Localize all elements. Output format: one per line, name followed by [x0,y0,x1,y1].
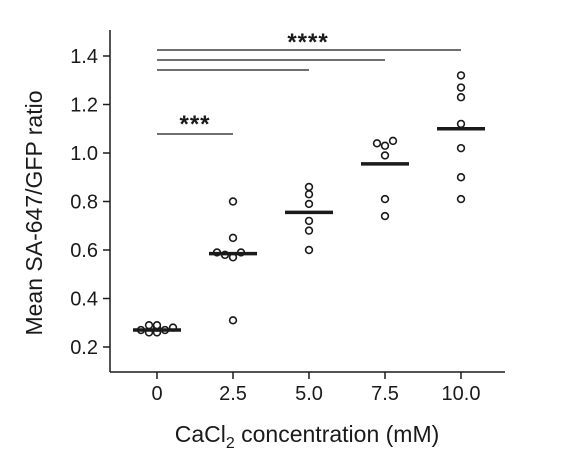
data-point [304,226,314,235]
x-tick-label: 5.0 [295,383,323,405]
x-tick-label: 7.5 [371,383,399,405]
significance-label: *** [179,111,210,138]
data-point [456,143,466,153]
data-point [456,173,466,182]
data-point [304,182,314,192]
y-tick-label: 1.0 [70,143,98,165]
data-point [388,136,398,146]
x-tick-label: 0 [151,383,162,405]
data-point [228,197,238,206]
data-point [304,216,314,226]
y-tick-label: 0.4 [70,289,98,311]
data-point [456,83,466,92]
data-point [304,245,314,255]
data-point [304,190,314,199]
x-axis-ticks: 0 2.5 5.0 7.5 10.0 [151,372,480,405]
data-point [380,194,390,204]
data-point [456,119,466,129]
data-point [304,199,314,209]
data-point [380,151,390,160]
x-tick-label: 10.0 [442,383,481,405]
y-axis-title: Mean SA-647/GFP ratio [21,90,47,335]
y-tick-label: 0.2 [70,337,98,359]
x-axis-title: CaCl2 concentration (mM) [175,421,440,450]
x-axis-title-suffix: concentration (mM) [235,421,440,447]
significance-label: **** [287,29,328,56]
significance-brackets: ******* [157,29,461,138]
x-axis-title-subscript: 2 [226,435,235,450]
y-axis-ticks: 0.2 0.4 0.6 0.8 1.0 1.2 1.4 [70,46,110,359]
data-point [380,141,390,150]
y-tick-label: 0.6 [70,240,98,262]
x-tick-label: 2.5 [219,383,247,405]
data-point [152,320,162,330]
y-tick-label: 0.8 [70,192,98,214]
y-tick-label: 1.2 [70,95,98,117]
data-point [456,93,466,102]
data-point [456,194,466,204]
data-point [228,233,238,243]
y-tick-label: 1.4 [70,46,98,68]
data-point [372,139,382,148]
data-point [456,71,466,80]
data-point [380,211,390,221]
x-axis-title-main: CaCl [175,421,226,447]
mean-bars [133,127,485,332]
data-point [144,320,154,330]
data-point [228,316,238,325]
